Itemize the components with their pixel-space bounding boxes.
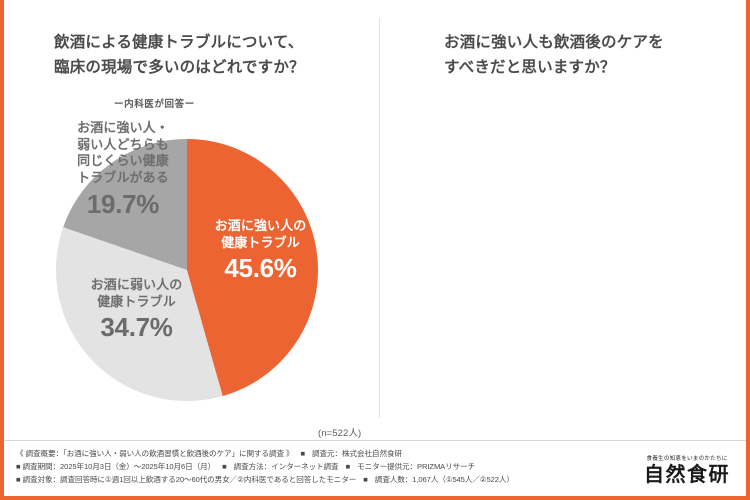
footnote-line-1: 《 調査概要：「お酒に強い人・弱い人の飲酒習慣と飲酒後のケア」に関する調査 》 … (16, 447, 736, 460)
company-logo: 食養生の知恵をいまのかたちに 自然食研 (638, 454, 736, 484)
footnote-bullet-icon: ■ (300, 449, 306, 458)
footnote-survey-overview: 《 調査概要：「お酒に強い人・弱い人の飲酒習慣と飲酒後のケア」に関する調査 》 (16, 449, 294, 458)
footnote-monitor-provider: モニター提供元：PRIZMAリサーチ (357, 462, 476, 472)
right-question-title: お酒に強い人も飲酒後のケアを すべきだと思いますか？ (444, 34, 664, 77)
right-callout-pct-not-much: 5.4% (745, 133, 750, 164)
left-question-title: 飲酒による健康トラブルについて、 臨床の現場で多いのはどれですか？ (54, 34, 305, 77)
logo-tagline: 食養生の知恵をいまのかたちに (646, 456, 728, 462)
survey-footnote: 《 調査概要：「お酒に強い人・弱い人の飲酒習慣と飲酒後のケア」に関する調査 》 … (4, 440, 746, 492)
footnote-line-2: ■ 調査期間：2025年10月3日（金）〜2025年10月6日（月） ■ 調査方… (16, 460, 736, 473)
footnote-bullet-icon-3: ■ (345, 462, 351, 472)
footnote-line-3: ■ 調査対象：調査回答時に①週1回以上飲酒する20〜60代の男女／②内科医である… (16, 473, 736, 486)
left-sample-size-note: (n=522人) (318, 428, 362, 439)
footnote-respondent-count: 調査人数：1,067人（①545人／②522人） (374, 475, 514, 485)
right-callout-name-not-much: あまりそう思わない (745, 118, 750, 133)
right-question-panel: お酒に強い人も飲酒後のケアを すべきだと思いますか？ ー内科医が回答ー とてもそ… (382, 0, 750, 430)
panel-divider (379, 18, 380, 418)
footnote-bullet-icon-4: ■ (363, 475, 368, 485)
right-callout-not-much: あまりそう思わない 5.4% (745, 118, 750, 164)
footnote-survey-target: ■ 調査対象：調査回答時に①週1回以上飲酒する20〜60代の男女／②内科医である… (16, 475, 357, 485)
footnote-bullet-icon-2: ■ (222, 462, 227, 472)
logo-wordmark: 自然食研 (644, 462, 730, 486)
left-pie-chart (56, 139, 318, 401)
footnote-survey-period: ■ 調査期間：2025年10月3日（金）〜2025年10月6日（月） (16, 462, 216, 472)
footnote-survey-source: 調査元：株式会社自然食研 (312, 449, 402, 458)
left-question-subtitle: ー内科医が回答ー (114, 99, 195, 110)
footnote-survey-method: 調査方法：インターネット調査 (233, 462, 339, 472)
left-question-panel: 飲酒による健康トラブルについて、 臨床の現場で多いのはどれですか？ ー内科医が回… (8, 0, 378, 439)
